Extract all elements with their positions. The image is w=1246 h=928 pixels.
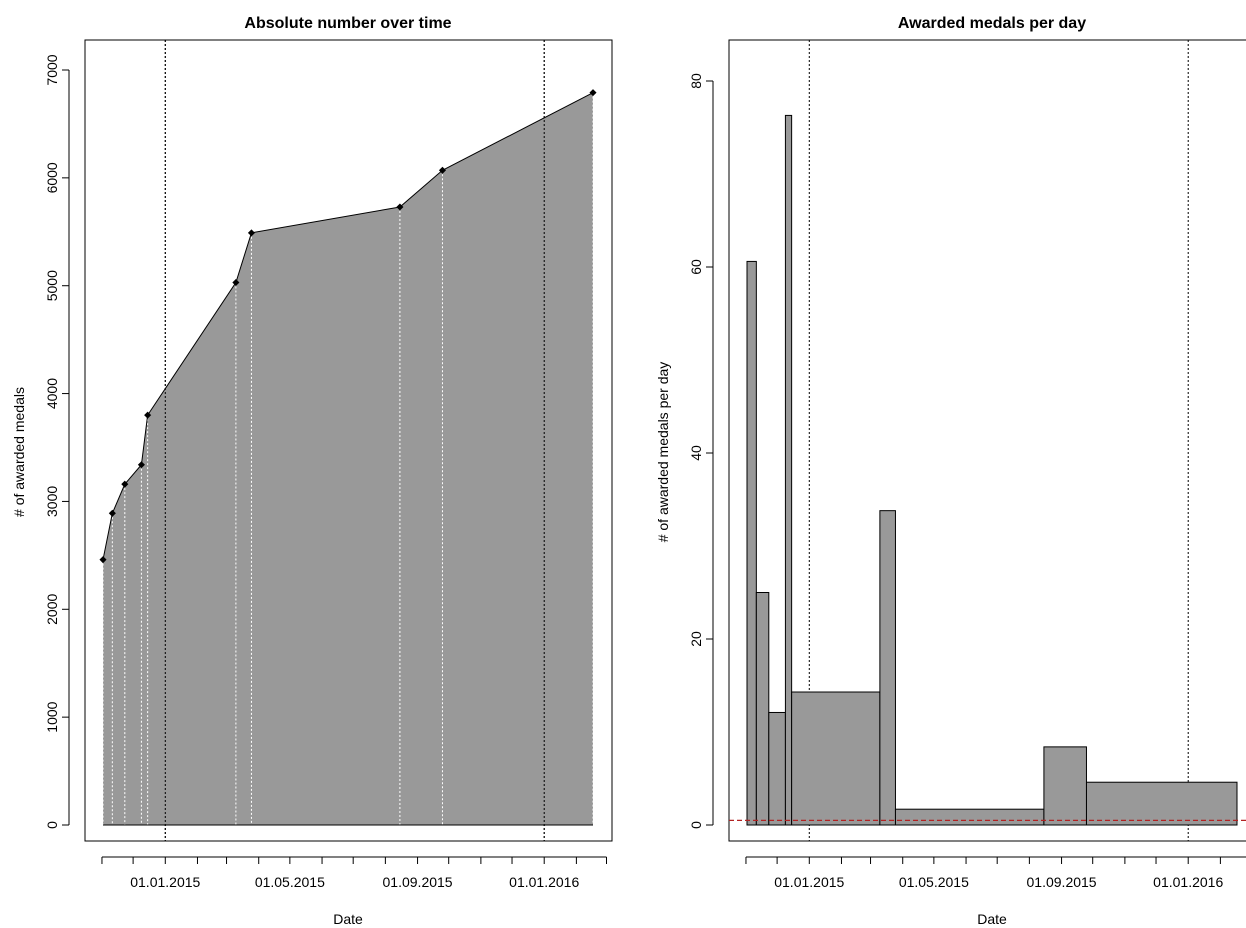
area-fill xyxy=(103,92,593,825)
data-point xyxy=(247,229,255,237)
y-tick-label: 0 xyxy=(688,821,704,829)
plot-area: 01.01.2015 01.05.2015 01.09.2015 01.01.2016… xyxy=(688,39,1246,890)
y-axis-label: # of awarded medals xyxy=(11,387,27,517)
series-line xyxy=(102,92,594,560)
data-point xyxy=(589,89,597,97)
x-tick-label: 01.01.2015 xyxy=(130,874,200,890)
data-point xyxy=(232,278,240,287)
x-tick-label: 01.01.2016 xyxy=(509,874,579,890)
x-axis-label: Date xyxy=(977,911,1007,927)
x-tick-label: 01.01.2015 xyxy=(774,874,844,890)
y-tick-label: 1000 xyxy=(44,701,60,732)
chart-title: Awarded medals per day xyxy=(898,15,1086,32)
bar xyxy=(768,711,786,826)
data-point xyxy=(137,461,145,469)
x-tick-label: 01.05.2015 xyxy=(899,874,969,890)
y-tick-label: 40 xyxy=(688,445,704,461)
y-axis-label: # of awarded medals per day xyxy=(655,362,671,543)
data-point xyxy=(99,556,107,564)
y-tick-label: 2000 xyxy=(44,594,60,625)
data-point xyxy=(121,480,129,488)
x-tick-label: 01.05.2015 xyxy=(255,874,325,890)
y-tick-label: 0 xyxy=(44,821,60,829)
absolute-number-chart: Absolute number over time Date # of awar… xyxy=(11,15,613,927)
y-tick-label: 7000 xyxy=(44,54,60,85)
bar xyxy=(791,691,881,826)
chart-title: Absolute number over time xyxy=(244,15,451,32)
bar xyxy=(1043,746,1087,826)
y-tick-label: 80 xyxy=(688,73,704,89)
y-tick-label: 5000 xyxy=(44,270,60,301)
bar xyxy=(879,510,896,826)
data-point xyxy=(144,411,152,419)
bar xyxy=(894,808,1045,826)
bar xyxy=(1085,781,1238,826)
medals-per-day-chart: Awarded medals per day Date # of awarded… xyxy=(655,15,1246,927)
y-tick-label: 6000 xyxy=(44,162,60,193)
bar xyxy=(755,592,770,826)
x-axis-label: Date xyxy=(333,911,363,927)
y-tick-label: 3000 xyxy=(44,486,60,517)
x-tick-label: 01.09.2015 xyxy=(1027,874,1097,890)
x-tick-label: 01.01.2016 xyxy=(1153,874,1223,890)
y-tick-label: 60 xyxy=(688,259,704,275)
y-tick-label: 20 xyxy=(688,631,704,647)
data-point xyxy=(396,203,404,211)
y-tick-label: 4000 xyxy=(44,378,60,409)
plot-box xyxy=(728,39,1246,842)
x-tick-label: 01.09.2015 xyxy=(383,874,453,890)
bar xyxy=(784,114,793,826)
plot-area: 01.01.2015 01.05.2015 01.09.2015 01.01.2016… xyxy=(44,39,613,890)
data-point xyxy=(108,509,116,517)
plot-box xyxy=(84,39,613,842)
data-point xyxy=(438,166,447,174)
bar xyxy=(746,260,757,826)
